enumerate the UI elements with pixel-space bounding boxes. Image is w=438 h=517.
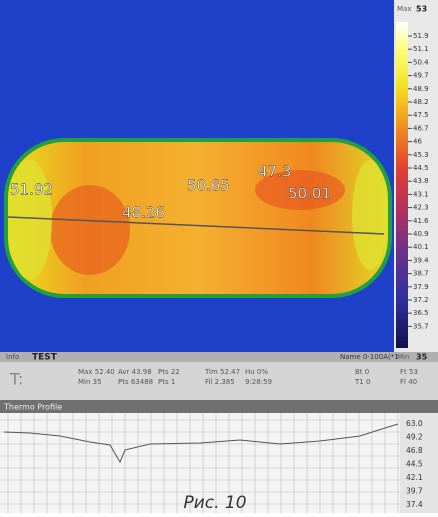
- scale-label: 50.4: [413, 58, 429, 66]
- scale-label: 43.1: [413, 190, 429, 198]
- profile-scale-label: 37.4: [406, 500, 423, 509]
- scale-label: 51.9: [413, 32, 429, 40]
- status-values: Max 52.40 Avr 43.98 Pts 22 Tim 52.47 Hu 0% Bt…: [78, 368, 418, 386]
- cool-area: [8, 160, 52, 280]
- profile-titlebar: [0, 400, 438, 413]
- scale-label: 36.5: [413, 309, 429, 317]
- status-value: 9:28:59: [245, 378, 272, 386]
- profile-line: [7, 216, 385, 235]
- status-value: Pts 1: [158, 378, 175, 386]
- scale-label: 46.7: [413, 124, 429, 132]
- status-header: [0, 352, 438, 362]
- status-value: Pts 22: [158, 368, 180, 376]
- scale-label: 47.5: [413, 111, 429, 119]
- scale-max: 53: [416, 5, 427, 14]
- profile-curve: [3, 423, 399, 464]
- scale-label: 38.7: [413, 270, 429, 278]
- profile-scale: [400, 413, 438, 513]
- profile-plot: [0, 413, 400, 513]
- status-value: Min 35: [78, 378, 102, 386]
- status-value: Pts 63488: [118, 378, 153, 386]
- scale-label: 45.3: [413, 151, 429, 159]
- scale-max-label: Max: [397, 5, 411, 13]
- status-value: Ft 53: [400, 368, 418, 376]
- status-preset: Name 0-100A(*1: [340, 353, 399, 361]
- annotation: 48.26: [122, 204, 165, 222]
- profile-scale-label: 42.1: [406, 473, 423, 482]
- profile-scale-labels: 63.0 49.2 46.8 44.5 42.1 39.7 37.4: [406, 419, 423, 509]
- profile-scale-label: 63.0: [406, 419, 423, 428]
- profile-grid: [0, 413, 400, 513]
- scale-label: 35.7: [413, 322, 429, 330]
- annotation: 51.92: [10, 181, 53, 199]
- scale-label: 51.1: [413, 45, 429, 53]
- scale-label: 37.9: [413, 283, 429, 291]
- scale-label: 43.8: [413, 177, 429, 185]
- scale-min: 35: [416, 353, 428, 362]
- profile-title: Thermo Profile: [3, 403, 62, 412]
- profile-scale-label: 46.8: [406, 446, 423, 455]
- profile-scale-label: 44.5: [406, 460, 423, 469]
- annotation: 50.65: [187, 177, 230, 195]
- scale-label: 46: [413, 138, 422, 146]
- color-scale: [396, 22, 408, 348]
- scale-label: 41.6: [413, 217, 429, 225]
- status-value: Tim 52.47: [204, 368, 240, 376]
- status-value: Max 52.40: [78, 368, 115, 376]
- hot-area: [255, 170, 345, 210]
- hot-area: [50, 185, 130, 275]
- status-value: Hu 0%: [245, 368, 268, 376]
- scale-label: 39.4: [413, 256, 429, 264]
- status-value: Bt 0: [355, 368, 369, 376]
- profile-scale-label: 49.2: [406, 433, 423, 442]
- status-value: T1 0: [354, 378, 370, 386]
- scale-label: 37.2: [413, 296, 429, 304]
- caption: Рис. 10: [183, 493, 246, 513]
- scale-labels: 51.9 51.1 50.4 49.7 48.9 48.2 47.5 46.7 46 45.3 44…: [408, 32, 429, 330]
- scale-label: 44.5: [413, 164, 429, 172]
- status-value: Fl 40: [400, 378, 417, 386]
- scale-label: 40.1: [413, 243, 429, 251]
- profile-scale-label: 39.7: [406, 487, 423, 496]
- scale-min-label: Min: [397, 353, 409, 361]
- scale-label: 42.3: [413, 204, 429, 212]
- status-value: Fil 2.385: [205, 378, 235, 386]
- cool-area: [352, 160, 388, 270]
- status-unit: T:: [9, 370, 23, 389]
- status-info-label: Info: [6, 353, 19, 361]
- scale-label: 48.2: [413, 98, 429, 106]
- status-name: TEST: [32, 353, 58, 363]
- scale-label: 48.9: [413, 85, 429, 93]
- annotation: 47.3: [258, 163, 291, 181]
- scale-label: 40.9: [413, 230, 429, 238]
- scale-label: 49.7: [413, 72, 429, 80]
- status-value: Avr 43.98: [118, 368, 152, 376]
- annotation: 50.01: [288, 185, 331, 203]
